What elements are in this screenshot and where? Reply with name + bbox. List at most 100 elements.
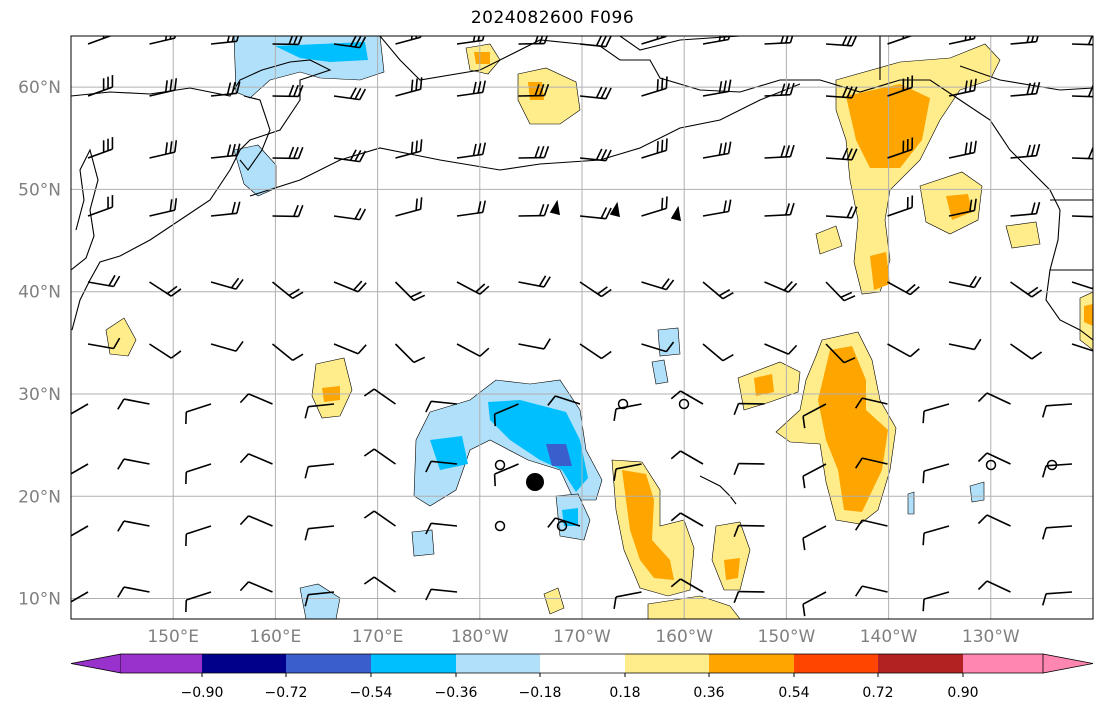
- wind-barb: [948, 275, 982, 289]
- wind-barb: [702, 199, 732, 217]
- lat-label: 10°N: [18, 590, 61, 610]
- colorbar-tick-label: 0.36: [693, 685, 724, 701]
- gridlines: [71, 36, 1093, 619]
- lat-label: 50°N: [18, 180, 61, 200]
- wind-barb: [304, 525, 335, 541]
- shade-orange-e1: [946, 194, 972, 220]
- wind-barb: [825, 281, 856, 302]
- storm-center-dot: [526, 473, 544, 491]
- wind-barb: [87, 274, 121, 288]
- wind-barb: [363, 576, 396, 593]
- colorbar-segment: [625, 654, 709, 673]
- wind-barb: [185, 403, 212, 425]
- lon-label: 170°W: [553, 627, 611, 647]
- wind-barb: [854, 397, 888, 409]
- colorbar-tick-label: −0.36: [435, 685, 478, 701]
- calm-circle: [678, 398, 690, 410]
- colorbar-tick-label: −0.54: [350, 685, 393, 701]
- wind-flag: [549, 199, 560, 216]
- calm-circle: [617, 398, 629, 410]
- wind-barb: [702, 343, 734, 362]
- wind-barb: [363, 510, 396, 527]
- wind-barb: [887, 195, 914, 217]
- colorbar: −0.90 −0.72 −0.54 −0.36 −0.18 0.18 0.36 0.54 0.7…: [70, 653, 1094, 701]
- wind-barb: [518, 83, 550, 97]
- wind-barb: [670, 450, 704, 465]
- wind-flag: [670, 205, 681, 222]
- wind-barb: [395, 77, 423, 97]
- wind-barb: [425, 400, 458, 413]
- colorbar-tick-label: 0.54: [778, 685, 809, 701]
- coast-kamchatka: [239, 95, 271, 171]
- map-frame: [70, 35, 1094, 620]
- wind-barb: [87, 75, 114, 97]
- wind-barb: [304, 591, 335, 607]
- wind-barb: [493, 403, 519, 427]
- wind-barb: [210, 340, 244, 352]
- wind-barb: [1041, 591, 1073, 606]
- lon-label: 170°E: [352, 627, 404, 647]
- colorbar-segment: [456, 654, 540, 673]
- wind-barb: [1010, 201, 1041, 217]
- wind-barb: [185, 525, 212, 547]
- wind-barb: [87, 137, 114, 159]
- wind-barb: [71, 463, 89, 475]
- coast-hawaii: [699, 475, 737, 505]
- coast-alaska: [379, 36, 1093, 341]
- colorbar-extend-max: [1042, 653, 1094, 674]
- wind-barb: [304, 403, 335, 419]
- shade-orange-gulf: [846, 84, 930, 168]
- wind-barb: [425, 460, 458, 473]
- wind-barb: [333, 207, 367, 221]
- wind-barb: [333, 87, 367, 101]
- shade-orange-n1: [474, 52, 490, 64]
- wind-barb: [456, 343, 490, 357]
- wind-flag: [609, 201, 620, 218]
- map-title: 2024082600 F096: [470, 8, 635, 28]
- wind-barb: [977, 580, 1011, 593]
- wind-barb: [71, 591, 89, 603]
- lat-label: 30°N: [18, 385, 61, 405]
- shade-dark-blue-central: [546, 444, 572, 466]
- wind-barb: [394, 281, 426, 302]
- wind-barb: [948, 36, 976, 45]
- wind-barb: [518, 36, 548, 45]
- wind-barb: [493, 463, 519, 487]
- wind-barb: [641, 278, 675, 291]
- wind-barb: [71, 525, 89, 537]
- wind-barb: [1010, 81, 1041, 97]
- wind-barb: [948, 140, 977, 159]
- wind-barb: [149, 343, 182, 359]
- lon-axis-labels: 150°E 160°E 170°E 180°W 170°W 160°W 150°W 140°W…: [147, 627, 1020, 647]
- wind-barb: [802, 463, 827, 489]
- wind-barb: [1041, 463, 1073, 478]
- wind-barb: [579, 86, 612, 100]
- wind-barb: [887, 75, 914, 97]
- colorbar-segment: [286, 654, 371, 673]
- wind-barb: [670, 578, 704, 593]
- wind-barb: [149, 198, 178, 217]
- wind-barb: [579, 36, 612, 48]
- shade-light-blue-c6: [651, 359, 669, 385]
- wind-barb: [579, 207, 612, 220]
- coast-bc: [1050, 199, 1093, 271]
- wind-barb: [272, 36, 303, 46]
- wind-barb: [363, 448, 396, 465]
- wind-barb: [977, 514, 1011, 527]
- wind-barb: [922, 591, 950, 612]
- lon-label: 160°W: [655, 627, 713, 647]
- wind-barb: [239, 453, 273, 465]
- wind-barb: [948, 338, 982, 351]
- wind-barb: [670, 512, 704, 527]
- shade-yellow-w1: [105, 317, 137, 357]
- wind-barb: [272, 146, 304, 160]
- wind-barb: [185, 591, 212, 613]
- wind-barb: [394, 343, 426, 364]
- wind-barb: [764, 82, 795, 97]
- wind-barb: [702, 36, 731, 45]
- wind-barb: [518, 203, 550, 217]
- wind-barb: [271, 343, 304, 362]
- lon-label: 150°E: [147, 627, 199, 647]
- wind-barb: [333, 343, 367, 355]
